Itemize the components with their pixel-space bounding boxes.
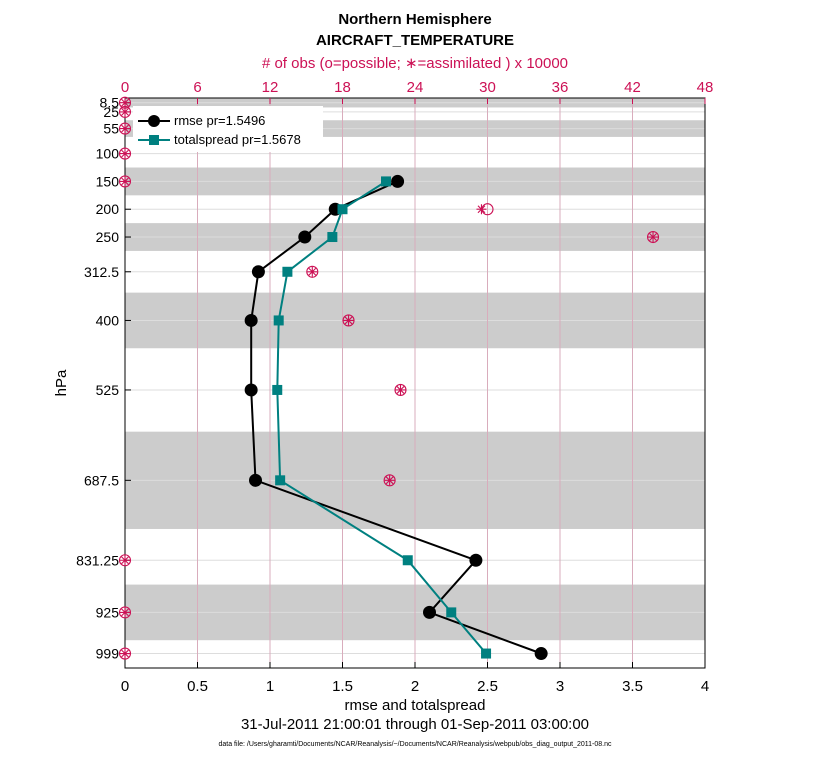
- y-tick-label-7: 312.5: [84, 264, 119, 280]
- series-1-point-2: [327, 232, 338, 243]
- series-line-1: [276, 180, 487, 655]
- series-1-point-7: [402, 555, 413, 566]
- series-0-point-7: [469, 553, 483, 567]
- top-tick-label-8: 48: [697, 79, 714, 96]
- chart-title: Northern Hemisphere: [338, 11, 491, 28]
- obs-possible-marker-6: [646, 230, 660, 244]
- legend-spread-marker: [149, 135, 159, 145]
- bottom-tick-label-4: 2: [411, 678, 419, 695]
- bottom-tick-label-1: 0.5: [187, 678, 208, 695]
- obs-assimilated-marker-9: [395, 384, 406, 395]
- legend-box: [133, 106, 323, 152]
- series-0-point-3: [251, 265, 265, 279]
- obs-assimilated-marker-7: [307, 266, 318, 277]
- series-0-point-6: [249, 473, 262, 487]
- obs-possible-marker-13: [118, 647, 132, 660]
- obs-assimilated-marker-10: [384, 475, 395, 486]
- y-tick-label-8: 400: [96, 312, 120, 328]
- bottom-tick-label-6: 3: [556, 678, 564, 695]
- series-1-point-9: [481, 648, 492, 659]
- obs-count-markers: [118, 96, 660, 660]
- obs-possible-marker-4: [118, 175, 132, 188]
- obs-assimilated-marker-12: [120, 607, 130, 618]
- series-0-point-0: [391, 174, 405, 188]
- legend-spread-label: totalspread pr=1.5678: [174, 132, 301, 147]
- bottom-tick-label-0: 0: [121, 678, 129, 695]
- series-line-0: [250, 180, 542, 655]
- top-tick-label-0: 0: [121, 79, 129, 96]
- obs-assimilated-marker-6: [648, 232, 659, 243]
- legend-rmse-marker: [148, 115, 160, 127]
- y-tick-label-6: 250: [96, 229, 120, 245]
- data-file-footnote: data file: /Users/gharamti/Documents/NCA…: [218, 741, 612, 748]
- date-range: 31-Jul-2011 21:00:01 through 01-Sep-2011…: [241, 716, 589, 733]
- bottom-tick-label-7: 3.5: [622, 678, 643, 695]
- series-1-point-3: [282, 266, 293, 277]
- series-1-point-6: [275, 475, 286, 486]
- bottom-tick-label-5: 2.5: [477, 678, 498, 695]
- y-tick-label-9: 525: [96, 382, 120, 398]
- top-axis-label: # of obs (o=possible; ∗=assimilated ) x …: [262, 55, 568, 72]
- y-tick-label-1: 25: [103, 104, 119, 120]
- series-0-point-8: [423, 605, 436, 619]
- y-tick-label-12: 925: [96, 604, 120, 620]
- series-1-point-4: [273, 315, 284, 326]
- obs-possible-marker-9: [394, 383, 407, 397]
- obs-assimilated-marker-2: [120, 123, 130, 134]
- y-tick-label-2: 55: [103, 121, 119, 137]
- y-tick-label-11: 831.25: [76, 552, 119, 568]
- top-tick-label-3: 18: [334, 79, 351, 96]
- y-tick-label-10: 687.5: [84, 472, 119, 488]
- series-0-point-4: [244, 313, 258, 327]
- series-1-point-8: [446, 607, 457, 618]
- bottom-tick-label-8: 4: [701, 678, 709, 695]
- y-tick-label-5: 200: [96, 201, 120, 217]
- series-0-point-5: [244, 383, 258, 397]
- bottom-axis-ticks: 0 0.5 1 1.5 2 2.5 3 3.5 4: [121, 662, 709, 695]
- legend-rmse-label: rmse pr=1.5496: [174, 113, 265, 128]
- series-lines: [244, 174, 548, 661]
- series-1-point-0: [381, 176, 391, 187]
- bottom-tick-label-3: 1.5: [332, 678, 353, 695]
- obs-assimilated-marker-1: [120, 106, 130, 117]
- top-tick-label-6: 36: [552, 79, 569, 96]
- series-0-point-2: [298, 230, 312, 244]
- obs-possible-marker-2: [118, 122, 132, 135]
- y-tick-label-4: 150: [96, 173, 120, 189]
- top-axis-ticks: 0 6 12 18 24 30 36 42 48: [121, 79, 714, 104]
- series-1-point-5: [272, 384, 283, 395]
- obs-assimilated-marker-0: [120, 97, 130, 108]
- obs-assimilated-marker-8: [343, 315, 354, 326]
- obs-possible-marker-3: [118, 147, 132, 160]
- top-tick-label-5: 30: [479, 79, 496, 96]
- obs-possible-marker-1: [118, 105, 132, 118]
- bottom-tick-label-2: 1: [266, 678, 274, 695]
- y-axis-label: hPa: [53, 369, 70, 396]
- obs-assimilated-marker-13: [120, 648, 130, 659]
- series-1-point-1: [337, 204, 348, 215]
- y-tick-label-0: 8.5: [100, 95, 120, 111]
- obs-possible-marker-7: [306, 265, 319, 278]
- top-tick-label-7: 42: [624, 79, 641, 96]
- obs-assimilated-marker-4: [120, 176, 130, 187]
- series-0-point-9: [534, 647, 548, 661]
- top-tick-label-1: 6: [193, 79, 201, 96]
- top-tick-label-2: 12: [262, 79, 279, 96]
- obs-possible-marker-11: [118, 554, 132, 567]
- obs-assimilated-marker-11: [120, 555, 130, 566]
- obs-possible-marker-8: [342, 314, 355, 327]
- x-axis-label: rmse and totalspread: [345, 697, 486, 714]
- top-tick-label-4: 24: [407, 79, 424, 96]
- obs-possible-marker-12: [118, 606, 132, 619]
- y-tick-label-3: 100: [96, 146, 120, 162]
- obs-possible-marker-10: [383, 474, 396, 487]
- y-tick-label-13: 999: [96, 646, 120, 662]
- chart-subtitle: AIRCRAFT_TEMPERATURE: [316, 32, 514, 49]
- obs-assimilated-marker-3: [120, 148, 130, 159]
- obs-assimilated-marker-5: [476, 204, 487, 215]
- legend: rmse pr=1.5496 totalspread pr=1.5678: [133, 106, 323, 152]
